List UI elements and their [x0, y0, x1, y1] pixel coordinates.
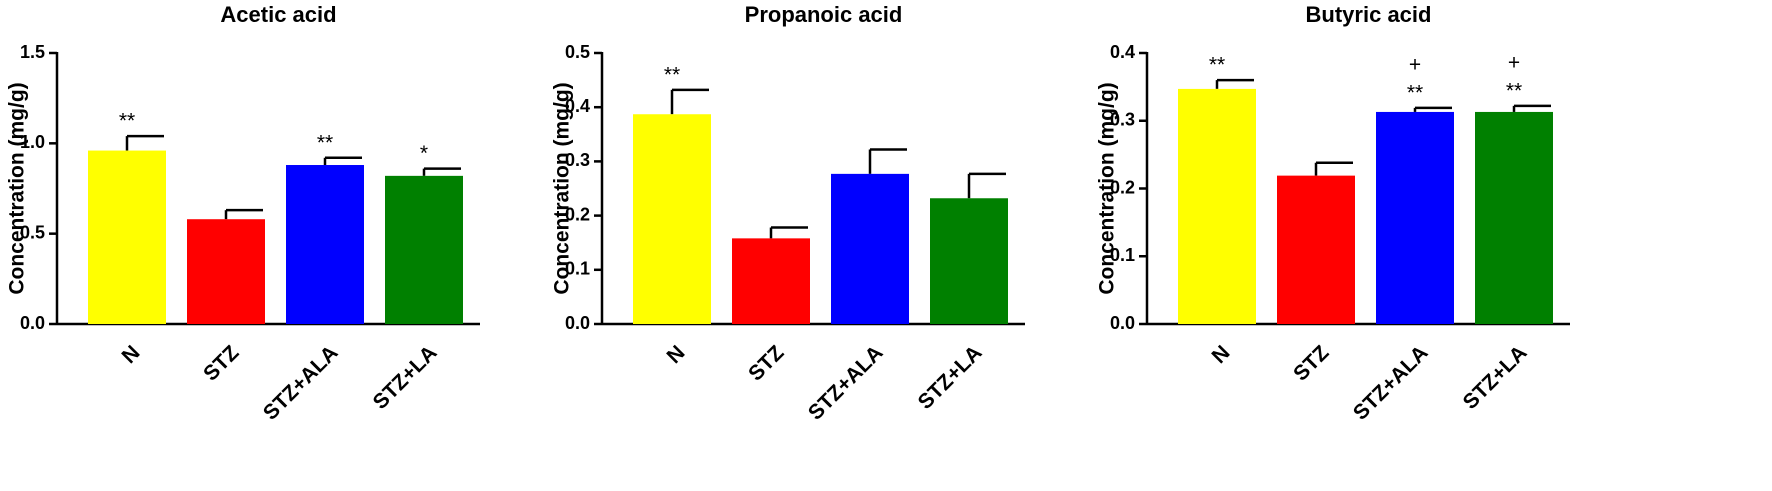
significance-mark: **	[664, 63, 680, 86]
x-tick-label: STZ	[199, 341, 243, 385]
y-tick-label: 0.4	[1110, 42, 1135, 62]
significance-mark: **	[1407, 81, 1423, 104]
y-tick-label: 0.0	[1110, 313, 1135, 333]
significance-mark: +	[1409, 53, 1421, 76]
y-tick-label: 0.5	[20, 222, 45, 242]
x-tick-label: STZ	[1289, 341, 1333, 385]
bar	[187, 219, 265, 324]
x-tick-label: N	[1207, 341, 1234, 368]
x-tick-label: N	[117, 341, 144, 368]
x-tick-label: STZ+ALA	[804, 341, 888, 425]
bar	[831, 173, 909, 324]
x-tick-label: STZ+LA	[1459, 341, 1532, 414]
significance-mark: +	[1508, 51, 1520, 74]
y-tick-label: 0.3	[565, 150, 590, 170]
y-tick-label: 0.0	[20, 313, 45, 333]
chart-title: Acetic acid	[220, 2, 336, 27]
chart-title: Propanoic acid	[745, 2, 903, 27]
significance-mark: **	[119, 110, 135, 133]
bar	[930, 198, 1008, 324]
y-tick-label: 0.1	[1110, 245, 1135, 265]
bar	[1376, 111, 1454, 324]
y-tick-label: 0.1	[565, 259, 590, 279]
y-tick-label: 0.5	[565, 42, 590, 62]
y-tick-label: 0.3	[1110, 110, 1135, 130]
x-tick-label: STZ+LA	[914, 341, 987, 414]
bar	[732, 238, 810, 324]
y-axis-label: Concentration (mg/g)	[551, 82, 574, 294]
y-tick-label: 1.0	[20, 132, 45, 152]
bar	[1178, 88, 1256, 324]
x-tick-label: N	[662, 341, 689, 368]
y-axis-label: Concentration (mg/g)	[1096, 82, 1119, 294]
significance-mark: **	[317, 131, 333, 154]
significance-mark: **	[1209, 54, 1225, 77]
bar	[633, 114, 711, 324]
significance-mark: **	[1506, 79, 1522, 102]
y-tick-label: 0.2	[1110, 177, 1135, 197]
x-tick-label: STZ+LA	[369, 341, 442, 414]
x-tick-label: STZ+ALA	[259, 341, 343, 425]
bar	[1277, 175, 1355, 324]
y-axis-label: Concentration (mg/g)	[6, 82, 29, 294]
y-tick-label: 0.0	[565, 313, 590, 333]
chart-title: Butyric acid	[1306, 2, 1432, 27]
significance-mark: *	[420, 142, 428, 165]
bar	[286, 165, 364, 324]
x-tick-label: STZ	[744, 341, 788, 385]
x-tick-label: STZ+ALA	[1349, 341, 1433, 425]
y-tick-label: 0.2	[565, 204, 590, 224]
y-tick-label: 1.5	[20, 42, 45, 62]
y-tick-label: 0.4	[565, 96, 590, 116]
bar	[385, 175, 463, 324]
bar	[1475, 111, 1553, 324]
bar	[88, 150, 166, 324]
